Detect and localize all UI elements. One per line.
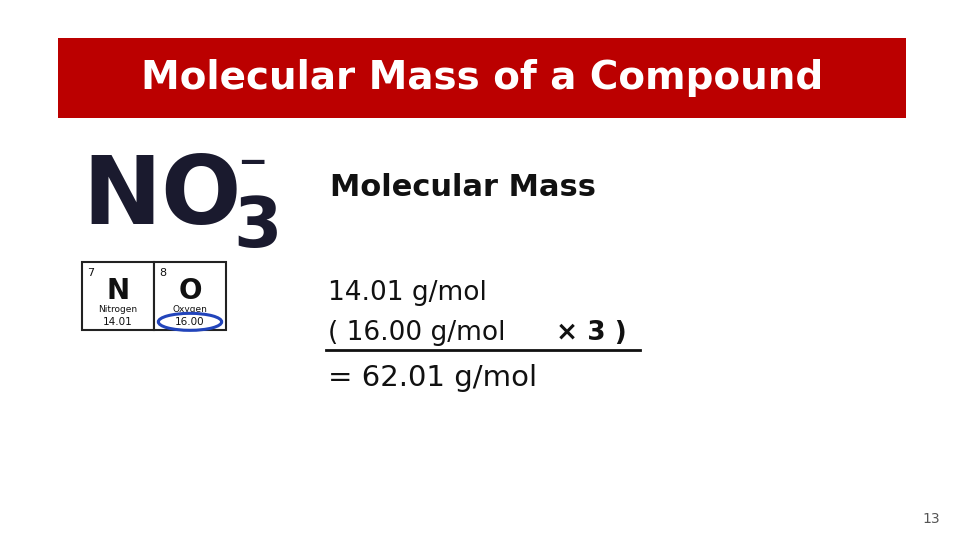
Bar [154,262,226,330]
Text: 16.00: 16.00 [175,317,204,327]
Text: 13: 13 [923,512,940,526]
Text: Oxygen: Oxygen [173,305,207,314]
Bar [82,262,154,330]
Text: Molecular Mass of a Compound: Molecular Mass of a Compound [141,59,823,97]
Text: Nitrogen: Nitrogen [99,305,137,314]
Text: O: O [179,276,202,305]
Text: N: N [107,276,130,305]
Text: −: − [237,146,267,180]
Text: 14.01 g/mol: 14.01 g/mol [328,280,487,306]
Text: × 3 ): × 3 ) [556,320,627,346]
Text: 3: 3 [233,194,281,261]
Text: 14.01: 14.01 [103,317,132,327]
Text: 8: 8 [159,268,166,278]
Text: NO: NO [82,152,241,244]
Text: Molecular Mass: Molecular Mass [330,173,596,202]
Text: 7: 7 [87,268,94,278]
Bar [58,38,906,118]
Text: = 62.01 g/mol: = 62.01 g/mol [328,364,538,392]
Text: ( 16.00 g/mol: ( 16.00 g/mol [328,320,522,346]
